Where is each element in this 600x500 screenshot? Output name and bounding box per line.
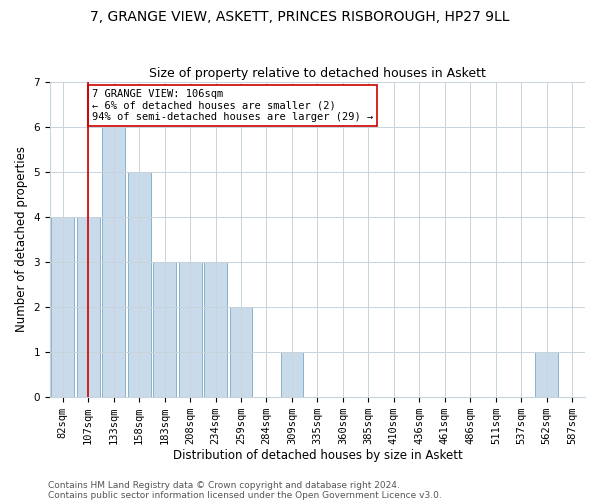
Bar bbox=[281, 352, 304, 397]
Bar bbox=[230, 307, 253, 396]
Text: 7 GRANGE VIEW: 106sqm
← 6% of detached houses are smaller (2)
94% of semi-detach: 7 GRANGE VIEW: 106sqm ← 6% of detached h… bbox=[92, 89, 373, 122]
X-axis label: Distribution of detached houses by size in Askett: Distribution of detached houses by size … bbox=[173, 450, 463, 462]
Bar bbox=[102, 127, 125, 396]
Bar bbox=[51, 217, 74, 396]
Bar bbox=[204, 262, 227, 396]
Text: Contains HM Land Registry data © Crown copyright and database right 2024.: Contains HM Land Registry data © Crown c… bbox=[48, 481, 400, 490]
Bar bbox=[153, 262, 176, 396]
Text: Contains public sector information licensed under the Open Government Licence v3: Contains public sector information licen… bbox=[48, 491, 442, 500]
Title: Size of property relative to detached houses in Askett: Size of property relative to detached ho… bbox=[149, 66, 486, 80]
Bar bbox=[77, 217, 100, 396]
Bar bbox=[535, 352, 558, 397]
Text: 7, GRANGE VIEW, ASKETT, PRINCES RISBOROUGH, HP27 9LL: 7, GRANGE VIEW, ASKETT, PRINCES RISBOROU… bbox=[90, 10, 510, 24]
Bar bbox=[179, 262, 202, 396]
Bar bbox=[128, 172, 151, 396]
Y-axis label: Number of detached properties: Number of detached properties bbox=[15, 146, 28, 332]
